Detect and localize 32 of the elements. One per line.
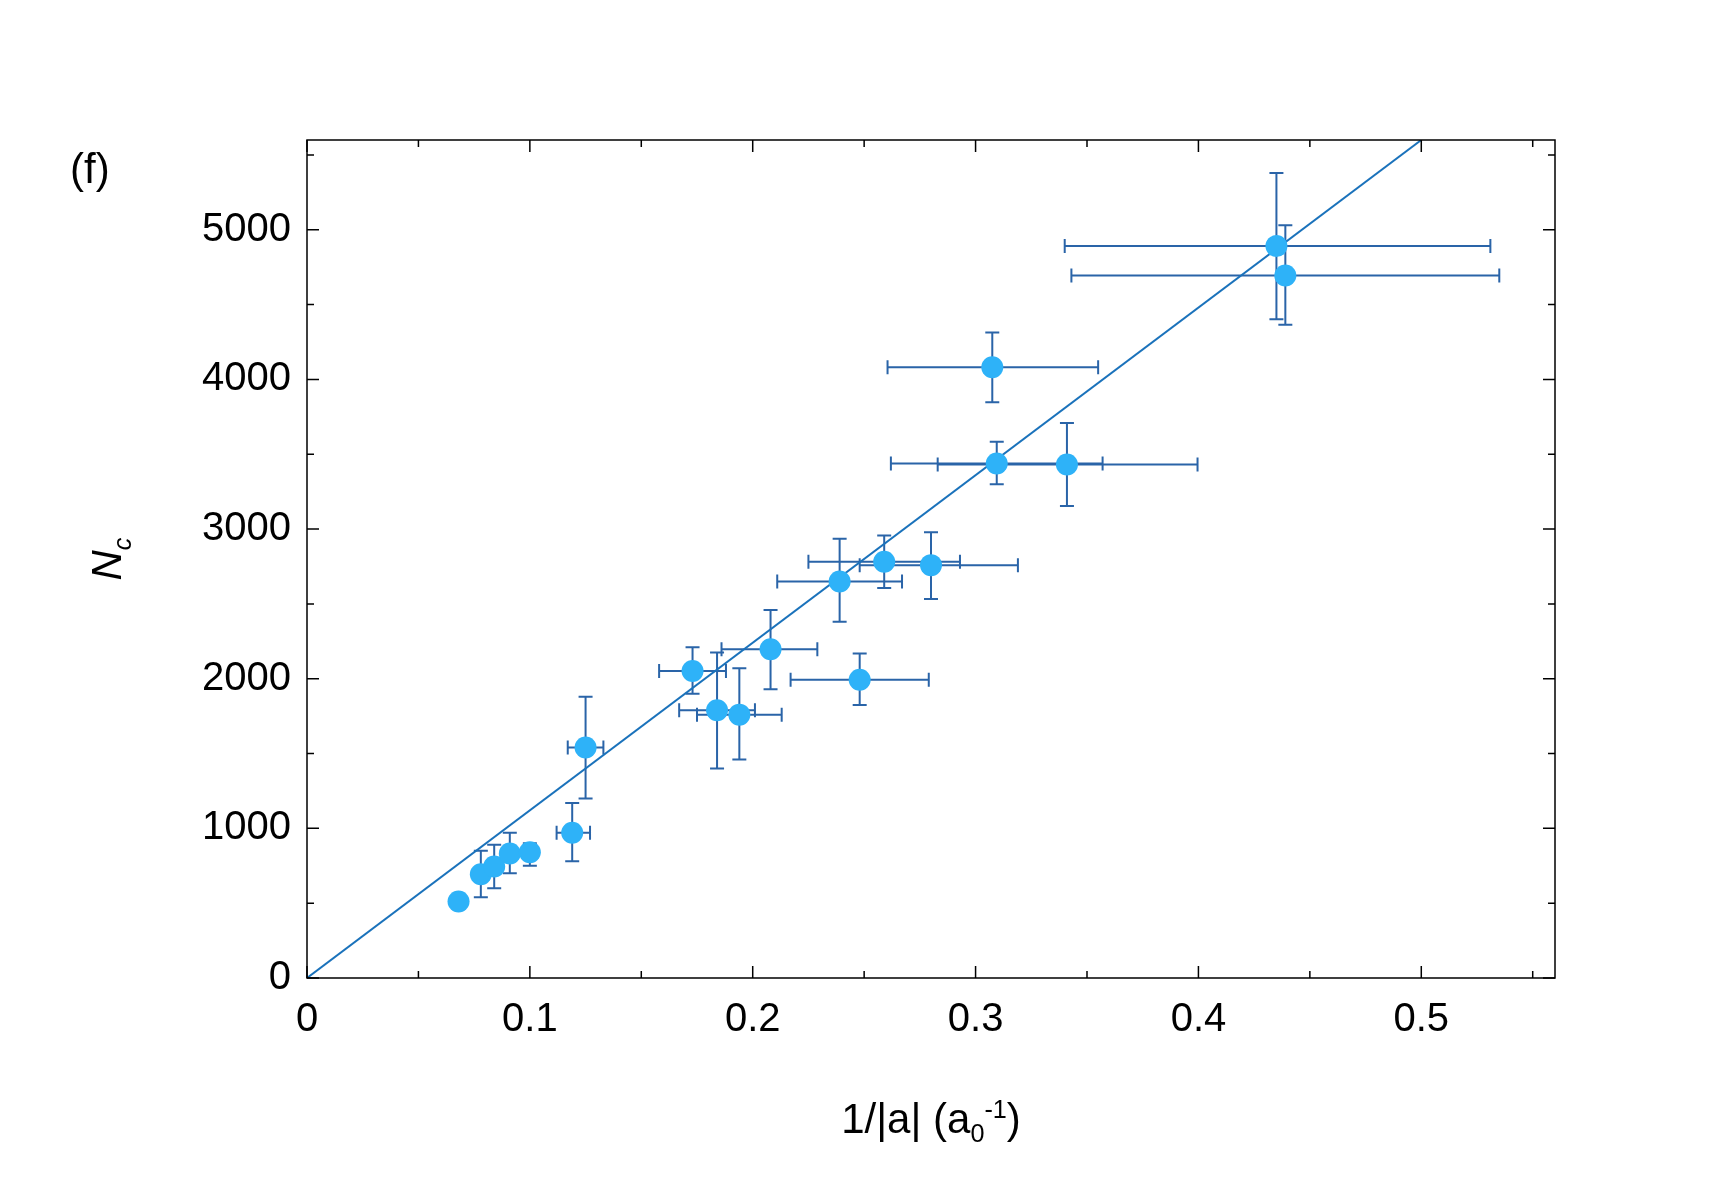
x-tick-label: 0.4 xyxy=(1170,995,1227,1040)
y-tick-label: 5000 xyxy=(202,204,291,249)
y-tick-label: 4000 xyxy=(202,354,291,399)
point xyxy=(706,699,729,722)
point xyxy=(848,668,871,691)
point xyxy=(483,855,506,878)
point xyxy=(1055,453,1078,476)
x-tick-label: 0.5 xyxy=(1393,995,1450,1040)
point xyxy=(981,356,1004,379)
x-tick-label: 0.2 xyxy=(724,995,781,1040)
point xyxy=(574,736,597,759)
point xyxy=(1274,264,1297,287)
point xyxy=(759,638,782,661)
x-tick-label: 0 xyxy=(295,995,319,1040)
y-tick-label: 2000 xyxy=(202,653,291,698)
point xyxy=(728,703,751,726)
point xyxy=(1265,235,1288,258)
point xyxy=(681,660,704,683)
point xyxy=(561,821,584,844)
x-tick-label: 0.1 xyxy=(502,995,558,1040)
point xyxy=(985,452,1008,475)
point xyxy=(920,554,942,577)
y-tick-label: 1000 xyxy=(202,803,291,848)
y-tick-label: 3000 xyxy=(202,504,291,549)
x-tick-label: 0.3 xyxy=(947,995,1004,1040)
point xyxy=(498,842,521,865)
y-tick-label: 0 xyxy=(268,953,291,998)
x-axis-title: 1/|a| (a$_{0}$$^{-1}$) xyxy=(841,1095,1021,1149)
point xyxy=(828,570,851,593)
point xyxy=(873,550,896,573)
text: (f) xyxy=(70,145,110,193)
point xyxy=(447,890,470,913)
